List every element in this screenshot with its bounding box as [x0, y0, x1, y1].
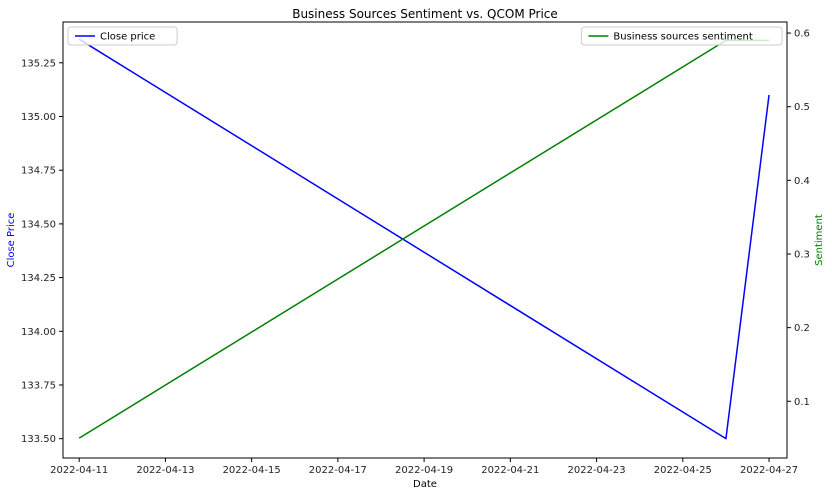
x-tick-label: 2022-04-21: [481, 465, 539, 476]
y-right-tick-label: 0.1: [794, 397, 810, 408]
y-right-tick-label: 0.6: [794, 29, 810, 40]
legend-box: [67, 26, 178, 46]
plot-frame: [62, 21, 788, 459]
legend-label: Close price: [100, 32, 155, 43]
x-tick-label: 2022-04-11: [50, 465, 108, 476]
y-axis-right: 0.1 0.2 0.3 0.4 0.5 0.6: [787, 29, 810, 408]
y-right-tick-label: 0.4: [794, 176, 810, 187]
series-line-close-price: [78, 38, 770, 440]
x-tick-label: 2022-04-13: [136, 465, 194, 476]
x-tick-label: 2022-04-25: [654, 465, 712, 476]
x-tick-label: 2022-04-27: [740, 465, 798, 476]
x-tick-label: 2022-04-23: [568, 465, 626, 476]
y-left-tick-label: 134.50: [21, 219, 56, 230]
y-left-tick-label: 135.00: [21, 112, 56, 123]
y-axis-left: 133.50 133.75 134.00 134.25 134.50 134.75 135.…: [21, 58, 63, 445]
chart-title: Business Sources Sentiment vs. QCOM Pric…: [292, 7, 558, 21]
x-axis-title: Date: [413, 479, 437, 490]
legend-layer: Close price Business sources sentiment: [67, 26, 783, 46]
series-line-sentiment: [78, 39, 770, 439]
y-right-tick-label: 0.3: [794, 249, 810, 260]
x-tick-label: 2022-04-19: [395, 465, 453, 476]
legend-sentiment: Business sources sentiment: [580, 26, 783, 46]
y-right-tick-label: 0.2: [794, 323, 810, 334]
x-axis: 2022-04-11 2022-04-13 2022-04-15 2022-04-17…: [50, 458, 798, 476]
y-axis-right-title: Sentiment: [814, 214, 825, 266]
y-left-tick-label: 134.75: [21, 166, 56, 177]
legend-close-price: Close price: [67, 26, 178, 46]
y-left-tick-label: 135.25: [21, 58, 56, 69]
x-tick-label: 2022-04-17: [309, 465, 367, 476]
y-left-tick-label: 134.25: [21, 273, 56, 284]
legend-label: Business sources sentiment: [613, 32, 753, 43]
x-tick-label: 2022-04-15: [223, 465, 281, 476]
y-left-tick-label: 134.00: [21, 327, 56, 338]
y-axis-left-title: Close Price: [6, 213, 17, 268]
series-layer: [78, 38, 770, 440]
y-right-tick-label: 0.5: [794, 102, 810, 113]
y-left-tick-label: 133.50: [21, 434, 56, 445]
legend-box: [580, 26, 783, 46]
y-left-tick-label: 133.75: [21, 380, 56, 391]
